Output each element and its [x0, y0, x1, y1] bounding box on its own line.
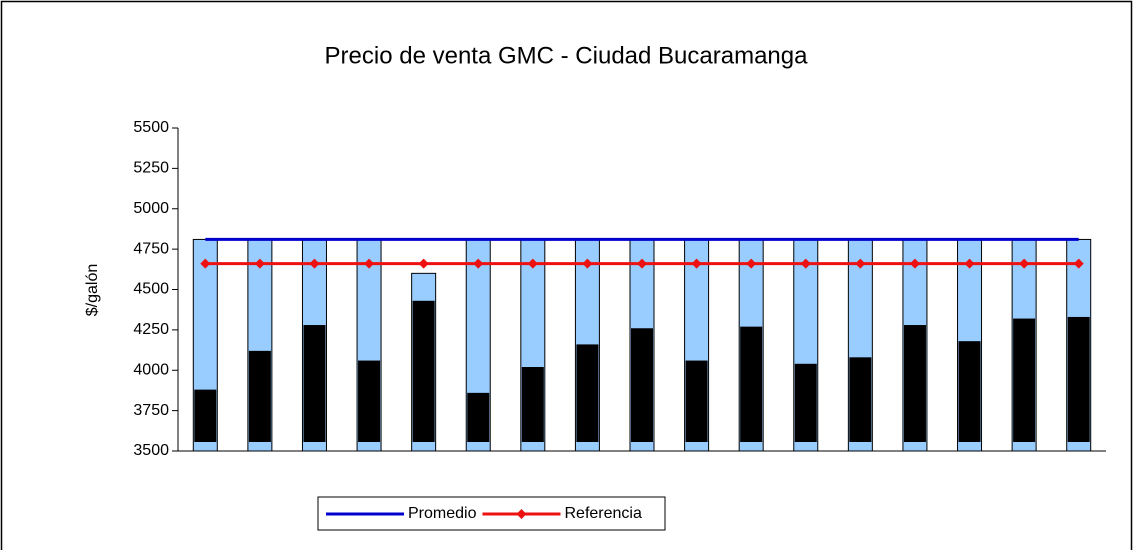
y-tick-label: 4750: [133, 240, 169, 257]
bar-inner: [412, 300, 435, 442]
y-tick-label: 4250: [133, 321, 169, 338]
marker: [473, 258, 484, 269]
bar-inner: [849, 357, 872, 442]
marker: [1073, 258, 1084, 269]
marker: [964, 258, 975, 269]
legend-label: Promedio: [408, 505, 477, 522]
marker: [364, 258, 375, 269]
bar-inner: [358, 360, 381, 442]
marker: [855, 258, 866, 269]
bar-inner: [303, 325, 326, 442]
marker: [909, 258, 920, 269]
y-tick-label: 3500: [133, 442, 169, 459]
marker: [309, 258, 320, 269]
marker: [1019, 258, 1030, 269]
bar-inner: [194, 389, 217, 442]
bar-inner: [1067, 316, 1090, 442]
marker: [200, 258, 211, 269]
bar-inner: [248, 350, 271, 442]
marker: [582, 258, 593, 269]
marker: [418, 258, 429, 269]
marker: [637, 258, 647, 269]
y-tick-label: 5500: [133, 119, 169, 136]
chart-title: Precio de venta GMC - Ciudad Bucaramanga: [325, 42, 809, 69]
marker: [746, 258, 757, 269]
marker: [800, 258, 811, 269]
bar-inner: [576, 344, 599, 442]
bar-inner: [631, 328, 653, 442]
bar-inner: [740, 326, 763, 442]
bar-inner: [1013, 318, 1036, 442]
y-tick-label: 5250: [133, 160, 169, 177]
legend-label: Referencia: [564, 505, 641, 522]
bar-inner: [467, 392, 490, 442]
bar-inner: [903, 325, 926, 442]
bar-inner: [958, 341, 981, 442]
marker: [691, 258, 702, 269]
bar-inner: [521, 367, 544, 442]
y-tick-label: 4500: [133, 281, 169, 298]
marker: [254, 258, 265, 269]
bar-inner: [685, 360, 708, 442]
bar-inner: [794, 363, 817, 442]
y-tick-label: 3750: [133, 402, 169, 419]
y-tick-label: 5000: [133, 200, 169, 217]
legend-marker: [516, 509, 527, 519]
y-axis-label: $/galón: [84, 264, 101, 317]
marker: [527, 258, 538, 269]
y-tick-label: 4000: [133, 361, 169, 378]
